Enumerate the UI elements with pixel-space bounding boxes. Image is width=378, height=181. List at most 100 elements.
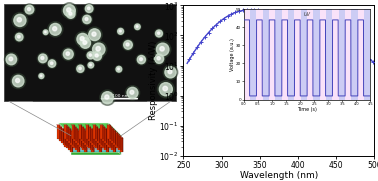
Circle shape	[96, 47, 100, 51]
Polygon shape	[91, 130, 94, 131]
Polygon shape	[84, 137, 87, 138]
Polygon shape	[71, 132, 74, 147]
Circle shape	[48, 22, 63, 37]
Circle shape	[168, 70, 172, 74]
Circle shape	[165, 67, 176, 78]
Circle shape	[155, 29, 163, 38]
Polygon shape	[68, 134, 69, 148]
Circle shape	[163, 65, 178, 80]
Circle shape	[93, 51, 102, 60]
Polygon shape	[79, 125, 82, 139]
Circle shape	[40, 75, 42, 77]
Polygon shape	[71, 150, 121, 151]
Polygon shape	[58, 139, 121, 151]
Circle shape	[83, 15, 91, 24]
Polygon shape	[96, 128, 100, 129]
Polygon shape	[81, 125, 82, 139]
Polygon shape	[108, 126, 112, 127]
Bar	[294, 9, 301, 100]
Polygon shape	[99, 138, 102, 152]
Text: UV: UV	[304, 12, 311, 17]
Polygon shape	[118, 135, 121, 136]
Circle shape	[134, 23, 141, 30]
Circle shape	[62, 3, 77, 18]
Polygon shape	[102, 125, 103, 139]
Polygon shape	[93, 132, 96, 147]
Polygon shape	[64, 125, 67, 139]
Bar	[269, 9, 276, 100]
Circle shape	[76, 64, 85, 73]
Circle shape	[135, 24, 140, 30]
Polygon shape	[108, 136, 121, 150]
Polygon shape	[67, 135, 71, 136]
Circle shape	[50, 23, 61, 35]
Bar	[263, 9, 269, 100]
Circle shape	[153, 53, 165, 65]
Polygon shape	[103, 135, 107, 136]
Bar	[364, 9, 370, 100]
Polygon shape	[97, 134, 98, 148]
Circle shape	[66, 52, 70, 55]
Polygon shape	[82, 135, 85, 136]
Polygon shape	[90, 129, 93, 143]
Polygon shape	[105, 137, 109, 138]
Bar	[288, 9, 294, 100]
Polygon shape	[87, 126, 91, 127]
Circle shape	[91, 50, 103, 62]
Polygon shape	[66, 134, 69, 148]
Circle shape	[77, 65, 84, 72]
Polygon shape	[106, 138, 109, 152]
Polygon shape	[112, 137, 116, 138]
Polygon shape	[94, 126, 98, 127]
Bar	[276, 9, 282, 100]
Polygon shape	[106, 131, 109, 145]
Bar	[250, 9, 256, 100]
Polygon shape	[86, 132, 89, 147]
Bar	[358, 9, 364, 100]
Circle shape	[62, 48, 75, 61]
Circle shape	[75, 32, 90, 47]
Circle shape	[139, 58, 143, 61]
Circle shape	[88, 62, 94, 68]
Polygon shape	[77, 131, 80, 145]
Circle shape	[124, 41, 132, 49]
Bar	[282, 9, 288, 100]
Circle shape	[83, 41, 87, 44]
Polygon shape	[109, 127, 112, 141]
Circle shape	[12, 75, 24, 87]
Polygon shape	[60, 128, 64, 129]
Polygon shape	[79, 137, 80, 152]
Circle shape	[48, 60, 56, 67]
Polygon shape	[74, 128, 78, 129]
Bar	[326, 9, 333, 100]
Circle shape	[87, 52, 94, 59]
Polygon shape	[92, 128, 93, 143]
Circle shape	[67, 8, 71, 12]
Bar	[370, 9, 377, 100]
Polygon shape	[83, 134, 84, 148]
Polygon shape	[110, 128, 114, 129]
Polygon shape	[100, 132, 103, 147]
Polygon shape	[98, 130, 102, 131]
Circle shape	[90, 64, 91, 66]
Circle shape	[137, 56, 146, 64]
Circle shape	[39, 54, 47, 63]
Polygon shape	[61, 129, 64, 143]
Bar	[256, 9, 263, 100]
Polygon shape	[82, 129, 85, 143]
Polygon shape	[76, 130, 80, 131]
Polygon shape	[117, 132, 118, 147]
Bar	[320, 9, 326, 100]
Y-axis label: Voltage (a.u.): Voltage (a.u.)	[230, 38, 235, 71]
Circle shape	[156, 43, 169, 56]
Polygon shape	[113, 131, 116, 145]
Polygon shape	[65, 126, 69, 127]
Polygon shape	[115, 137, 116, 152]
Polygon shape	[68, 126, 69, 141]
Circle shape	[50, 62, 53, 64]
Bar	[345, 9, 352, 100]
Polygon shape	[84, 130, 87, 131]
Polygon shape	[109, 134, 112, 148]
Circle shape	[89, 54, 91, 56]
Circle shape	[87, 27, 102, 42]
